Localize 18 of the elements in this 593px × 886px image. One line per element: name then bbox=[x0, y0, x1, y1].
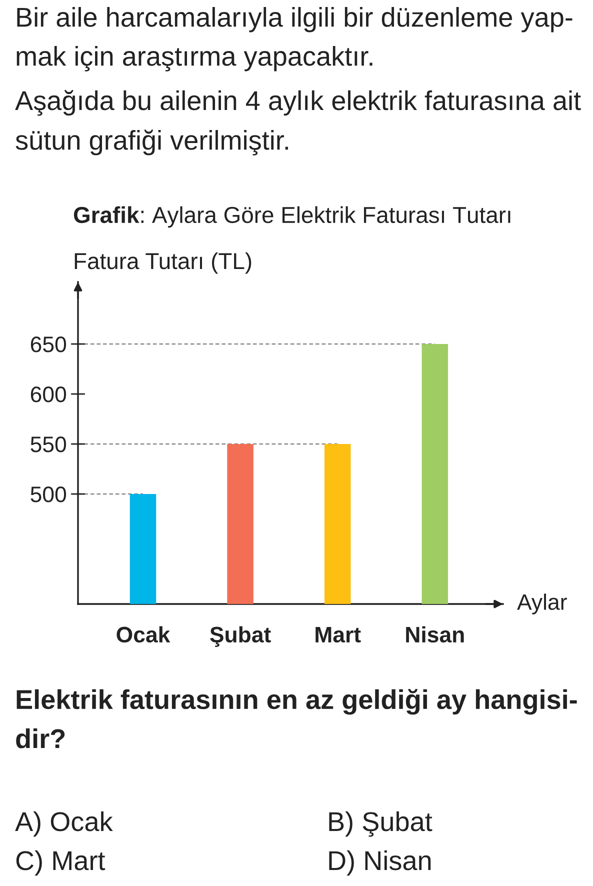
text: B) Şubat bbox=[329, 811, 432, 837]
x-tick-label: Nisan bbox=[406, 626, 464, 643]
text: C) Mart bbox=[16, 850, 106, 876]
y-tick-label: 550 bbox=[30, 436, 66, 452]
x-axis-title: Aylar bbox=[517, 594, 567, 614]
y-tick-label: 500 bbox=[30, 486, 66, 502]
x-tick-label: Şubat bbox=[210, 626, 271, 647]
y-tick-label: 600 bbox=[30, 386, 66, 402]
text: D) Nisan bbox=[329, 850, 431, 876]
text: Elektrik faturasının en az geldiği ay hangisi- dir? bbox=[16, 689, 577, 748]
text: Bir aile harcamalarıyla ilgili bir düzenleme yap- mak için araştırma yapacaktır. bbox=[16, 7, 572, 72]
x-tick-label: Mart bbox=[316, 627, 361, 643]
y-axis-title: Fatura Tutarı (TL) bbox=[74, 252, 252, 274]
chart-title: Grafik: Aylara Göre Elektrik Faturası Tutarı bbox=[74, 206, 510, 228]
text: Aşağıda bu ailenin 4 aylık elektrik faturasına ait sütun grafiği verilmiştir. bbox=[15, 90, 581, 156]
x-tick-label: Ocak bbox=[116, 626, 170, 643]
text: A) Ocak bbox=[15, 811, 113, 837]
y-tick-label: 650 bbox=[30, 336, 66, 352]
